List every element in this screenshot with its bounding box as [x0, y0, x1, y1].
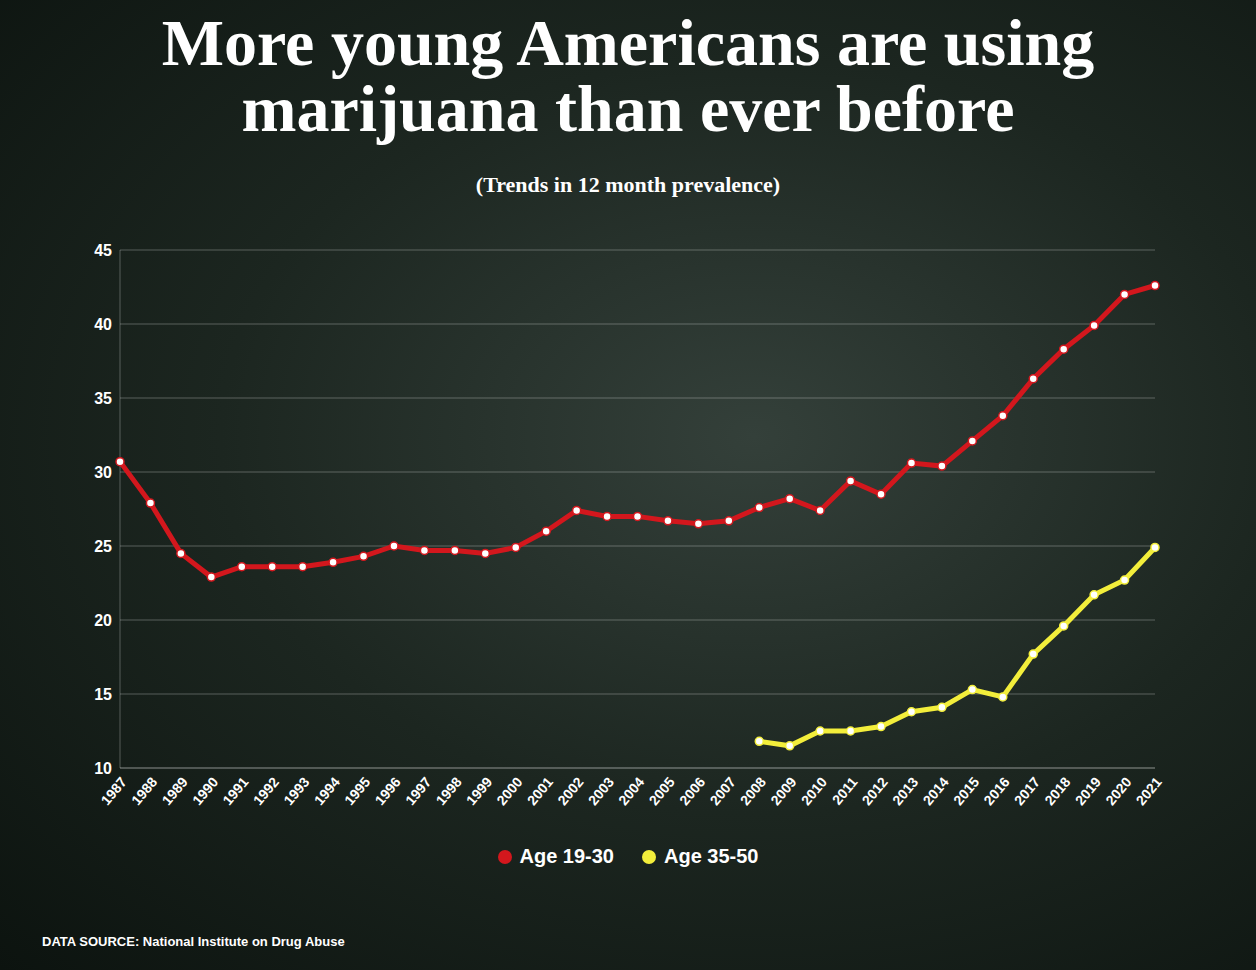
svg-text:2012: 2012 [859, 774, 891, 808]
svg-text:2003: 2003 [585, 774, 617, 808]
svg-text:1994: 1994 [311, 774, 343, 808]
svg-text:1999: 1999 [463, 774, 495, 808]
html-text:Age 35-50: Age 35-50 [664, 845, 759, 867]
svg-text:1997: 1997 [402, 774, 434, 808]
svg-text:30: 30 [94, 464, 112, 481]
svg-text:2001: 2001 [524, 774, 556, 808]
svg-text:2006: 2006 [676, 774, 708, 808]
svg-text:2005: 2005 [646, 774, 678, 808]
svg-text:2000: 2000 [493, 774, 525, 808]
svg-text:25: 25 [94, 538, 112, 555]
svg-text:2014: 2014 [920, 774, 952, 808]
svg-text:1993: 1993 [280, 774, 312, 808]
svg-text:2004: 2004 [615, 774, 647, 808]
svg-text:2021: 2021 [1133, 774, 1165, 808]
svg-text:2013: 2013 [889, 774, 921, 808]
html-text:(Trends in 12 month prevalence: (Trends in 12 month prevalence) [475, 172, 781, 197]
svg-text:2011: 2011 [829, 774, 861, 808]
svg-text:1988: 1988 [128, 774, 160, 808]
svg-text:2019: 2019 [1072, 774, 1104, 808]
svg-text:2018: 2018 [1041, 774, 1073, 808]
svg-text:1996: 1996 [372, 774, 404, 808]
svg-text:2020: 2020 [1102, 774, 1134, 808]
svg-text:15: 15 [94, 686, 112, 703]
svg-text:1987: 1987 [98, 774, 130, 808]
svg-text:35: 35 [94, 390, 112, 407]
svg-text:20: 20 [94, 612, 112, 629]
svg-text:1995: 1995 [341, 774, 373, 808]
svg-text:40: 40 [94, 316, 112, 333]
svg-text:1998: 1998 [432, 774, 464, 808]
html-text:More young Americans are using: More young Americans are using [161, 6, 1095, 79]
svg-text:1989: 1989 [159, 774, 191, 808]
svg-text:1992: 1992 [250, 774, 282, 808]
svg-text:2008: 2008 [737, 774, 769, 808]
html-text:DATA SOURCE: National Institut: DATA SOURCE: National Institute on Drug … [42, 934, 345, 949]
html-text:marijuana than ever before: marijuana than ever before [241, 72, 1015, 145]
svg-text:2010: 2010 [798, 774, 830, 808]
svg-text:2007: 2007 [706, 774, 738, 808]
svg-text:45: 45 [94, 242, 112, 259]
svg-text:2017: 2017 [1011, 774, 1043, 808]
svg-text:2016: 2016 [980, 774, 1012, 808]
html-text:Age 19-30: Age 19-30 [519, 845, 614, 867]
svg-text:1990: 1990 [189, 774, 221, 808]
svg-text:10: 10 [94, 760, 112, 777]
svg-text:2009: 2009 [767, 774, 799, 808]
svg-text:2002: 2002 [554, 774, 586, 808]
svg-text:2015: 2015 [950, 774, 982, 808]
svg-text:1991: 1991 [219, 774, 251, 808]
